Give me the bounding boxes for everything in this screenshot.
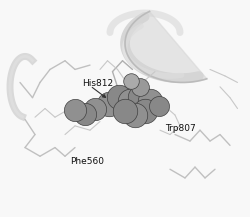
- Point: [148, 99, 152, 103]
- Point: [157, 105, 161, 108]
- Point: [123, 109, 127, 112]
- Point: [107, 102, 111, 106]
- Text: Trp807: Trp807: [165, 125, 196, 133]
- Point: [128, 99, 132, 103]
- Point: [117, 95, 121, 98]
- Point: [133, 113, 137, 117]
- Point: [93, 107, 97, 110]
- Point: [83, 112, 87, 116]
- Point: [129, 80, 133, 83]
- Text: His812: His812: [82, 79, 114, 88]
- Point: [138, 95, 142, 98]
- Polygon shape: [125, 12, 207, 82]
- Point: [138, 85, 142, 89]
- Text: Phe560: Phe560: [70, 157, 104, 166]
- Point: [73, 108, 77, 111]
- Point: [143, 109, 147, 112]
